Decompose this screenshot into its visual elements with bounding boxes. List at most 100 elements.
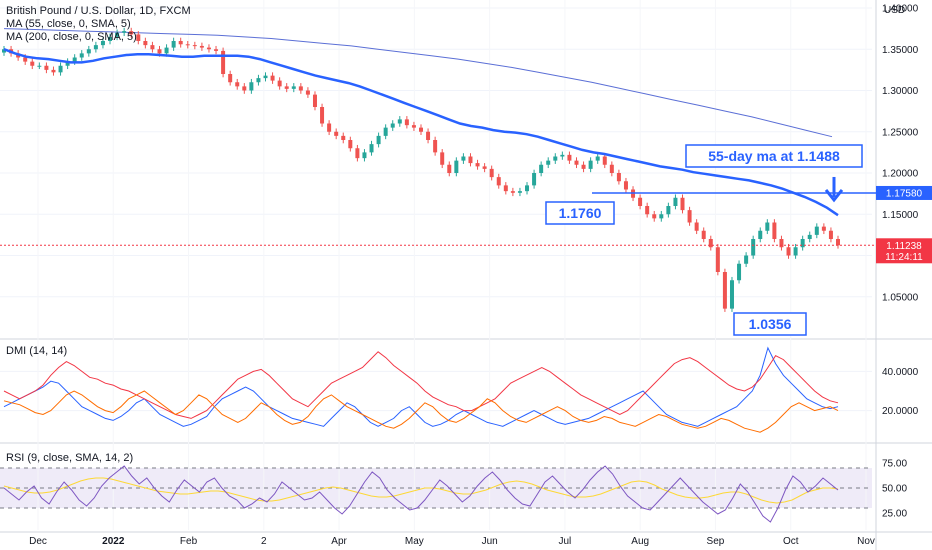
candle xyxy=(108,33,113,45)
candle xyxy=(616,169,621,185)
candle xyxy=(390,120,395,131)
y-tick-label: 1.25000 xyxy=(882,127,919,138)
level-tag: 1.17580 xyxy=(876,185,932,200)
candle xyxy=(397,116,402,127)
minus-di-series-line xyxy=(3,351,839,419)
candle xyxy=(786,243,791,259)
candle xyxy=(369,140,374,156)
candle xyxy=(588,157,593,173)
candle xyxy=(517,187,522,197)
candle xyxy=(320,103,325,127)
candle xyxy=(249,78,254,94)
x-tick-label: Jul xyxy=(559,536,572,547)
candle xyxy=(553,153,558,164)
rsi-panel xyxy=(0,465,872,523)
countdown-text: 11:24:11 xyxy=(885,252,923,263)
candle xyxy=(171,37,176,51)
candle xyxy=(461,153,466,164)
candle xyxy=(772,219,777,243)
y-tick-label: 1.30000 xyxy=(882,86,919,97)
candle xyxy=(228,70,233,86)
candle xyxy=(595,153,600,164)
candle xyxy=(411,121,416,131)
candle xyxy=(609,161,614,177)
candle xyxy=(744,252,749,268)
candle xyxy=(574,157,579,169)
candle xyxy=(404,116,409,129)
legend-rsi: RSI (9, close, SMA, 14, 2) xyxy=(6,452,133,464)
x-tick-label: Aug xyxy=(631,536,649,547)
candle xyxy=(51,66,56,76)
candle xyxy=(334,128,339,140)
candle xyxy=(37,62,42,70)
last-price-tag-box xyxy=(876,238,932,264)
candle xyxy=(433,136,438,156)
y-tick-label: 1.20000 xyxy=(882,169,919,180)
candle xyxy=(440,149,445,169)
ma200-series-line xyxy=(3,28,833,138)
candle xyxy=(298,83,303,94)
annotation-1-0356: 1.0356 xyxy=(733,312,807,336)
candle xyxy=(129,27,134,38)
candle xyxy=(722,268,727,312)
last-price-tag: 1.11238 11:24:11 xyxy=(876,238,932,264)
candle xyxy=(602,153,607,169)
candle xyxy=(475,159,480,170)
candle xyxy=(779,235,784,251)
candle xyxy=(447,161,452,177)
candle xyxy=(680,194,685,214)
x-tick-label: Dec xyxy=(29,536,47,547)
candle xyxy=(510,187,515,197)
dmi-tick-label: 20.0000 xyxy=(882,406,919,417)
candle xyxy=(652,210,657,222)
candle xyxy=(828,227,833,243)
candle xyxy=(291,83,296,93)
candle xyxy=(546,157,551,169)
candle xyxy=(115,29,120,41)
candle xyxy=(221,47,226,78)
x-tick-label: 2022 xyxy=(102,536,125,547)
rsi-series-line xyxy=(3,465,839,523)
candle xyxy=(687,206,692,226)
x-tick-label: May xyxy=(405,536,424,547)
candle xyxy=(199,42,204,51)
candle xyxy=(44,62,49,74)
candle xyxy=(143,37,148,49)
x-tick-label: 2 xyxy=(261,536,267,547)
candle xyxy=(348,136,353,152)
annotation-ma55-text: 55-day ma at 1.1488 xyxy=(708,148,840,164)
legend-ma200: MA (200, close, 0, SMA, 5) xyxy=(6,31,137,43)
candle xyxy=(341,132,346,144)
level-tag-text: 1.17580 xyxy=(886,188,923,199)
candle xyxy=(376,132,381,148)
annotation-1-1760-text: 1.1760 xyxy=(559,205,602,221)
candle xyxy=(214,45,219,55)
candle xyxy=(800,235,805,251)
candle xyxy=(560,151,565,160)
candle xyxy=(638,194,643,210)
annotation-1-1760: 1.1760 xyxy=(545,201,615,225)
x-tick-label: Apr xyxy=(331,536,347,547)
price-panel xyxy=(0,27,876,312)
rsi-tick-label: 50.00 xyxy=(882,484,907,495)
candle xyxy=(758,227,763,243)
candle xyxy=(235,78,240,90)
candles xyxy=(2,27,840,312)
last-price-tag-text: 1.11238 xyxy=(886,241,922,252)
candle xyxy=(821,223,826,235)
annotation-1-1760-box xyxy=(545,201,615,225)
legend-ma55: MA (55, close, 0, SMA, 5) xyxy=(6,18,131,30)
candle xyxy=(122,27,127,37)
candle xyxy=(86,45,91,57)
candle xyxy=(765,219,770,235)
candle xyxy=(185,41,190,49)
rsi-tick-label: 25.00 xyxy=(882,509,907,520)
rsi-tick-label: 75.00 xyxy=(882,459,907,470)
candle xyxy=(100,37,105,49)
candle xyxy=(426,128,431,144)
candle xyxy=(93,41,98,53)
y-tick-label: 1.35000 xyxy=(882,45,919,56)
candle xyxy=(284,83,289,93)
